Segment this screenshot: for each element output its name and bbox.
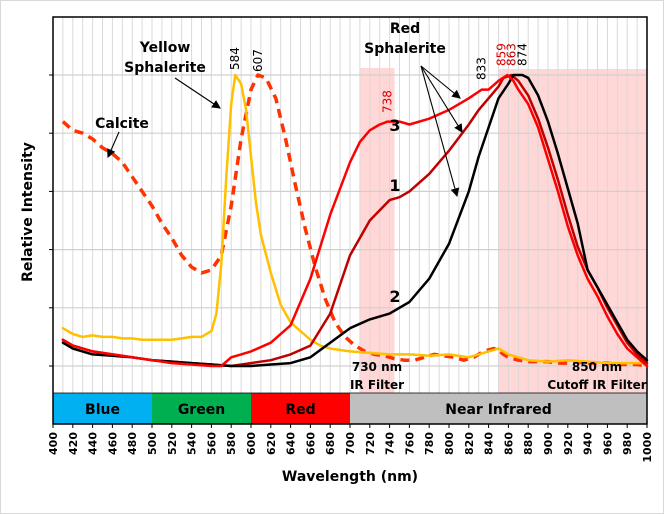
peak-label: 607: [251, 49, 265, 72]
x-tick-label: 540: [186, 432, 199, 455]
peak-label: 738: [381, 90, 395, 113]
x-tick-label: 460: [106, 432, 119, 455]
peak-label: 584: [228, 47, 242, 70]
band-near-infrared: [350, 393, 647, 424]
arrow-yellow-sphalerite: [174, 77, 221, 109]
x-tick-label: 520: [166, 432, 179, 455]
peak-label: 859: [494, 43, 508, 66]
x-tick-label: 600: [245, 432, 258, 455]
curve-number-label: 2: [389, 287, 400, 306]
annotation-yellow-sphalerite: Sphalerite: [124, 60, 206, 76]
series-yellow-sphalerite: [61, 73, 649, 365]
gridlines: [49, 17, 647, 393]
peak-label: 874: [515, 43, 529, 66]
filter-label: Cutoff IR Filter: [547, 378, 646, 392]
band-label: Near Infrared: [445, 402, 551, 418]
x-tick-label: 860: [502, 432, 515, 455]
series-red-sphalerite-2: [61, 73, 649, 368]
x-tick-label: 660: [304, 432, 317, 455]
x-tick-label: 400: [47, 432, 60, 455]
arrow-calcite: [107, 131, 120, 159]
x-tick-label: 820: [463, 432, 476, 455]
x-tick-label: 840: [483, 432, 496, 455]
band-label: Blue: [85, 402, 120, 418]
x-tick-label: 880: [522, 432, 535, 455]
x-tick-label: 440: [87, 432, 100, 455]
arrow-red-sphalerite-1: [420, 65, 463, 133]
spectral-bands: Blue Green Red Near Infrared: [53, 393, 647, 424]
x-axis-label: Wavelength (nm): [282, 469, 418, 485]
x-tick-label: 940: [582, 432, 595, 455]
series-red-sphalerite-3: [61, 73, 649, 368]
annotation-red-sphalerite: Sphalerite: [364, 41, 446, 57]
x-tick-label: 740: [384, 432, 397, 455]
x-tick-label: 500: [146, 432, 159, 455]
annotation-red-sphalerite: Red: [390, 21, 420, 37]
x-tick-label: 920: [562, 432, 575, 455]
x-tick-label: 960: [601, 432, 614, 455]
filter-regions: [359, 68, 647, 393]
curve-number-label: 3: [389, 116, 400, 135]
band-label: Green: [178, 402, 225, 418]
x-tick-label: 680: [324, 432, 337, 455]
x-tick-label: 420: [67, 432, 80, 455]
arrow-red-sphalerite-2: [420, 65, 460, 198]
y-axis-label: Relative Intensity: [20, 142, 36, 282]
x-tick-label: 980: [621, 432, 634, 455]
x-tick-labels: 400 420 440 460 480 500 520 540 560 580 600 620 640 6…: [47, 424, 654, 463]
x-tick-label: 480: [126, 432, 139, 455]
x-tick-label: 780: [423, 432, 436, 455]
series-lines: [61, 73, 649, 368]
x-tick-label: 800: [443, 432, 456, 455]
annotation-calcite: Calcite: [95, 116, 149, 132]
x-tick-label: 560: [205, 432, 218, 455]
peak-label: 833: [475, 57, 489, 80]
peak-label: 863: [504, 43, 518, 66]
x-tick-label: 1000: [641, 432, 654, 463]
annotations: 1 2 3 Yellow Sphalerite Calcite Red Sphalerite 7…: [95, 21, 647, 392]
curve-number-label: 1: [389, 176, 400, 195]
arrow-red-sphalerite-3: [420, 65, 461, 99]
filter-label: IR Filter: [350, 378, 404, 392]
band-blue: [53, 393, 152, 424]
x-tick-label: 760: [403, 432, 416, 455]
band-label: Red: [285, 402, 315, 418]
band-green: [152, 393, 251, 424]
annotation-yellow-sphalerite: Yellow: [139, 40, 191, 56]
x-tick-label: 620: [265, 432, 278, 455]
x-tick-label: 700: [344, 432, 357, 455]
x-tick-label: 640: [285, 432, 298, 455]
x-tick-label: 900: [542, 432, 555, 455]
x-tick-label: 720: [364, 432, 377, 455]
band-red: [251, 393, 350, 424]
filter-label: 730 nm: [352, 360, 402, 374]
filter-label: 850 nm: [572, 360, 622, 374]
x-tick-label: 580: [225, 432, 238, 455]
